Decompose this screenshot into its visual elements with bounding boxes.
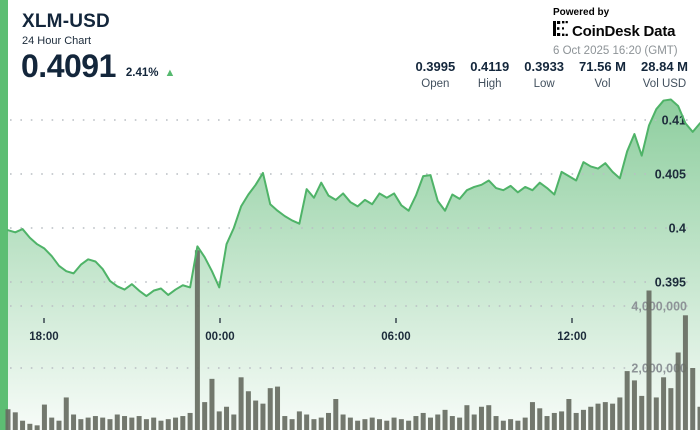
stat-volume-usd: 28.84 M Vol USD [641, 59, 688, 90]
up-triangle-icon: ▲ [164, 66, 176, 79]
coindesk-brand-link[interactable]: CoinDesk Data [553, 21, 678, 41]
accent-strip [0, 0, 8, 430]
svg-text:0.395: 0.395 [655, 275, 686, 289]
chart-range-subtitle: 24 Hour Chart [22, 35, 92, 47]
svg-text:0.405: 0.405 [655, 167, 686, 181]
stat-volume: 71.56 M Vol [579, 59, 626, 90]
stat-low: 0.3933 Low [524, 59, 564, 90]
ohlc-stats: 0.3995 Open 0.4119 High 0.3933 Low 71.56… [415, 59, 688, 90]
brand-name: CoinDesk Data [572, 22, 676, 40]
price-row: 0.4091 2.41% ▲ [21, 50, 175, 82]
svg-text:00:00: 00:00 [205, 331, 234, 343]
stat-value: 28.84 M [641, 59, 688, 74]
current-price: 0.4091 [21, 48, 116, 84]
stat-value: 0.3933 [524, 59, 565, 74]
stat-label: Vol [594, 78, 611, 90]
stat-high: 0.4119 High [470, 59, 509, 90]
change-percent: 2.41% [125, 67, 159, 79]
timestamp: 6 Oct 2025 16:20 (GMT) [553, 45, 678, 57]
stat-label: Open [421, 78, 450, 90]
price-volume-chart[interactable]: 0.41 0.405 0.4 0.395 4,000,000 2,000,000 18:00… [0, 90, 700, 430]
svg-text:18:00: 18:00 [29, 331, 58, 343]
stat-open: 0.3995 Open [415, 59, 455, 90]
svg-text:4,000,000: 4,000,000 [631, 299, 687, 313]
powered-by-block: Powered by CoinDesk Data 6 Oct 2025 16:2… [553, 7, 678, 57]
svg-text:0.4: 0.4 [669, 221, 686, 235]
svg-text:2,000,000: 2,000,000 [631, 361, 687, 375]
change-block: 2.41% ▲ [126, 67, 176, 82]
coindesk-logo-icon [553, 21, 568, 41]
svg-text:12:00: 12:00 [557, 331, 586, 343]
stat-label: High [477, 78, 502, 90]
symbol-title: XLM-USD [22, 11, 110, 32]
stat-label: Low [533, 78, 555, 90]
stat-value: 0.3995 [415, 59, 456, 74]
stat-label: Vol USD [642, 78, 687, 90]
svg-text:06:00: 06:00 [381, 331, 410, 343]
powered-by-label: Powered by [553, 7, 610, 18]
stat-value: 71.56 M [579, 59, 627, 74]
svg-text:0.41: 0.41 [662, 113, 686, 127]
stat-value: 0.4119 [470, 59, 510, 74]
